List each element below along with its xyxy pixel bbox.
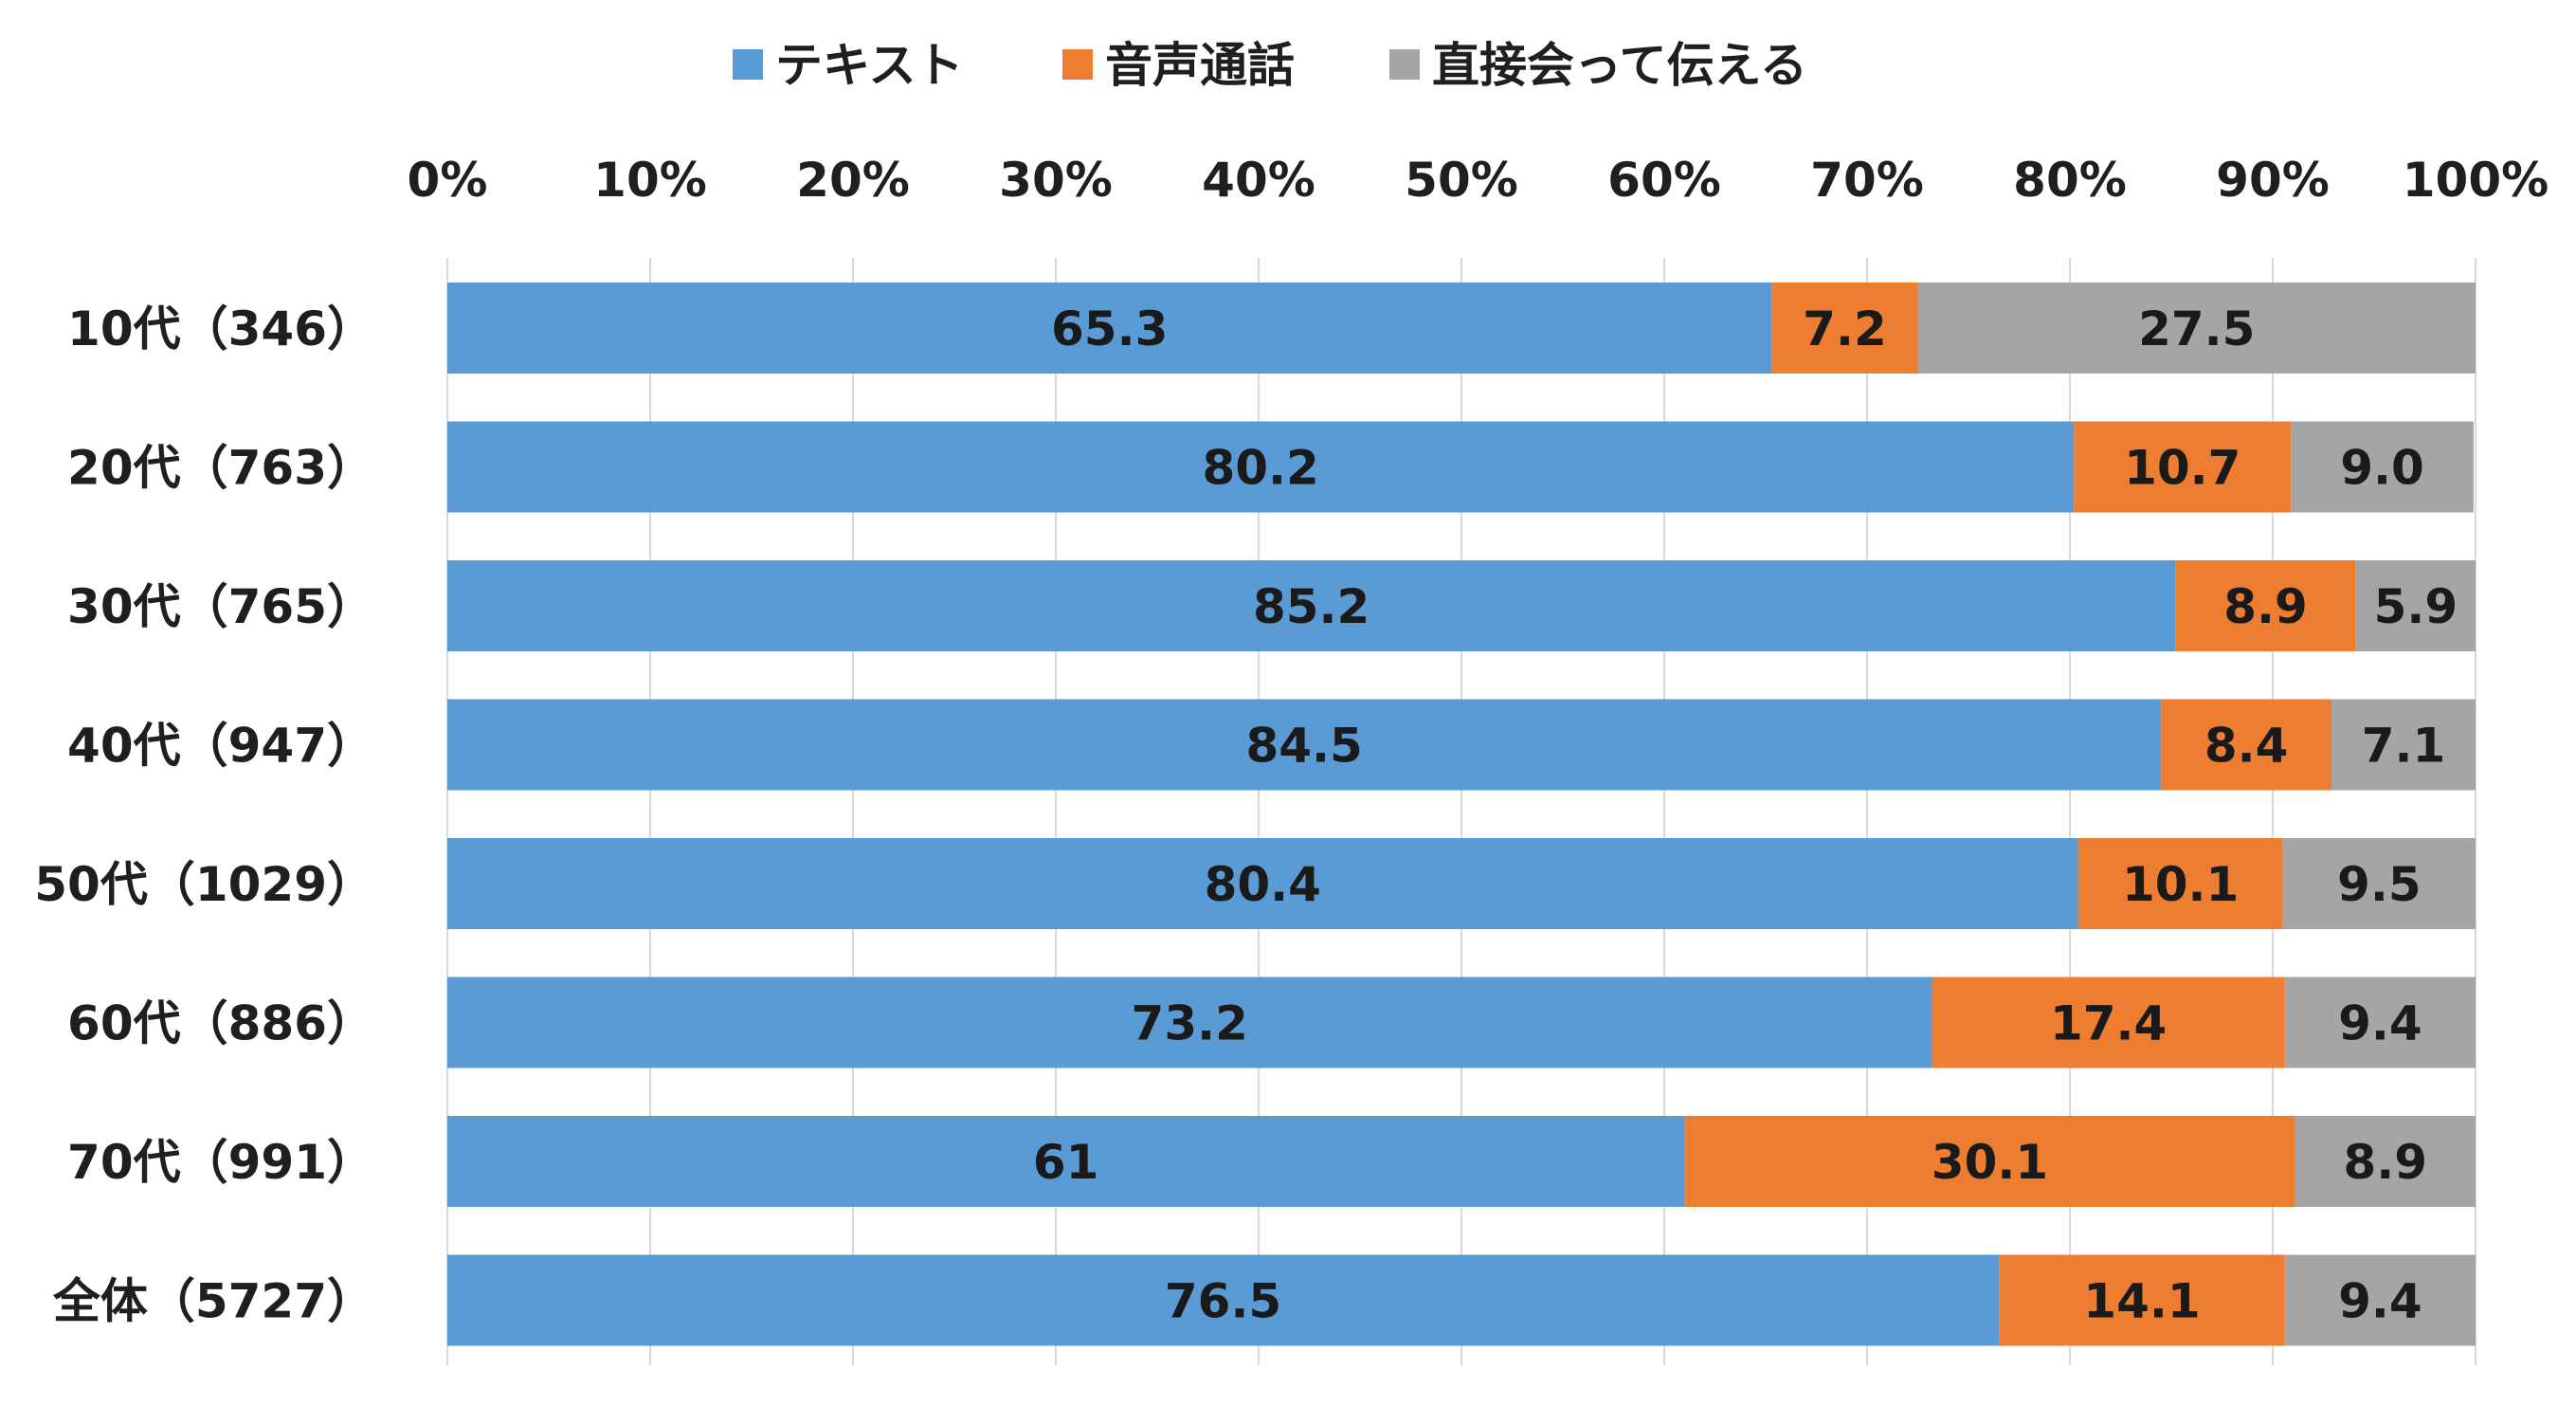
bar-segment: [1999, 1254, 2285, 1346]
bar-segment: [2331, 699, 2476, 791]
category-label: 10代（346）: [67, 301, 374, 356]
x-tick-label: 90%: [2216, 153, 2330, 208]
data-label: 7.1: [2362, 719, 2446, 774]
bar-segment: [1932, 977, 2285, 1068]
bar-segment: [447, 1116, 1685, 1207]
bar-segment: [2284, 977, 2476, 1068]
bar-segment: [2074, 421, 2292, 513]
bar-segment: [1917, 283, 2476, 374]
x-tick-label: 0%: [408, 153, 488, 208]
x-tick-label: 40%: [1202, 153, 1315, 208]
data-label: 61: [1033, 1135, 1099, 1190]
x-tick-label: 70%: [1810, 153, 1924, 208]
bar-segment: [447, 283, 1772, 374]
data-label: 7.2: [1803, 301, 1887, 356]
bar-segment: [447, 977, 1932, 1068]
data-label: 17.4: [2050, 996, 2167, 1051]
data-label: 10.7: [2124, 441, 2240, 496]
category-label: 20代（763）: [67, 441, 374, 496]
bar-segment: [2282, 838, 2476, 929]
data-label: 9.4: [2338, 1274, 2422, 1329]
x-tick-label: 80%: [2013, 153, 2127, 208]
bar-segment: [447, 421, 2075, 513]
x-tick-label: 10%: [593, 153, 707, 208]
category-labels: 10代（346） 20代（763） 30代（765） 40代（947） 50代（1029…: [34, 301, 374, 1329]
bar-segment: [447, 838, 2078, 929]
data-label: 5.9: [2374, 579, 2458, 634]
bar-segment: [447, 560, 2176, 651]
data-label: 8.9: [2223, 579, 2308, 634]
bar-segment: [1771, 283, 1918, 374]
bar-segment: [447, 699, 2162, 791]
category-label: 70代（991）: [67, 1135, 374, 1190]
x-tick-label: 20%: [796, 153, 910, 208]
data-label: 9.5: [2337, 857, 2422, 912]
data-label: 8.4: [2204, 719, 2289, 774]
data-label: 9.0: [2340, 441, 2424, 496]
category-label: 全体（5727）: [52, 1274, 374, 1329]
data-label: 10.1: [2122, 857, 2239, 912]
x-tick-label: 60%: [1607, 153, 1721, 208]
category-label: 30代（765）: [67, 579, 374, 634]
bar-segment: [1684, 1116, 2295, 1207]
bar-segment: [2077, 838, 2283, 929]
data-label: 80.2: [1202, 441, 1318, 496]
bar-segment: [2175, 560, 2356, 651]
bar-segment: [2295, 1116, 2476, 1207]
data-label: 73.2: [1132, 996, 1248, 1051]
bar-segment: [2355, 560, 2476, 651]
category-label: 40代（947）: [67, 719, 374, 774]
data-label: 85.2: [1253, 579, 1370, 634]
x-tick-label: 30%: [999, 153, 1113, 208]
data-label: 14.1: [2083, 1274, 2200, 1329]
data-label: 30.1: [1932, 1135, 2048, 1190]
bar-segment: [447, 1254, 2000, 1346]
legend-swatch-2: [1062, 49, 1093, 80]
legend: テキスト 音声通話 直接会って伝える: [733, 38, 1807, 93]
category-label: 50代（1029）: [34, 857, 374, 912]
bar-segment: [2284, 1254, 2476, 1346]
legend-swatch-3: [1389, 49, 1420, 80]
data-label: 8.9: [2343, 1135, 2427, 1190]
x-tick-label: 50%: [1405, 153, 1518, 208]
x-axis-ticks: 0% 10% 20% 30% 40% 50% 60% 70% 80% 90% 100%: [408, 153, 2549, 208]
bar-segment: [2161, 699, 2332, 791]
x-tick-label: 100%: [2403, 153, 2549, 208]
data-label: 65.3: [1051, 301, 1168, 356]
data-label: 9.4: [2338, 996, 2422, 1051]
data-label: 27.5: [2138, 301, 2255, 356]
legend-label-3: 直接会って伝える: [1432, 38, 1807, 93]
bar-segment: [2291, 421, 2474, 513]
legend-label-1: テキスト: [775, 38, 964, 93]
legend-label-2: 音声通話: [1105, 38, 1295, 93]
category-label: 60代（886）: [67, 996, 374, 1051]
bars: 65.3 7.2 27.5 80.2 10.7 9.0 85.2 8.9 5.9 84.5 8.4 7…: [447, 283, 2476, 1346]
legend-swatch-1: [733, 49, 763, 80]
data-label: 76.5: [1165, 1274, 1281, 1329]
data-label: 84.5: [1245, 719, 1362, 774]
data-label: 80.4: [1205, 857, 1321, 912]
